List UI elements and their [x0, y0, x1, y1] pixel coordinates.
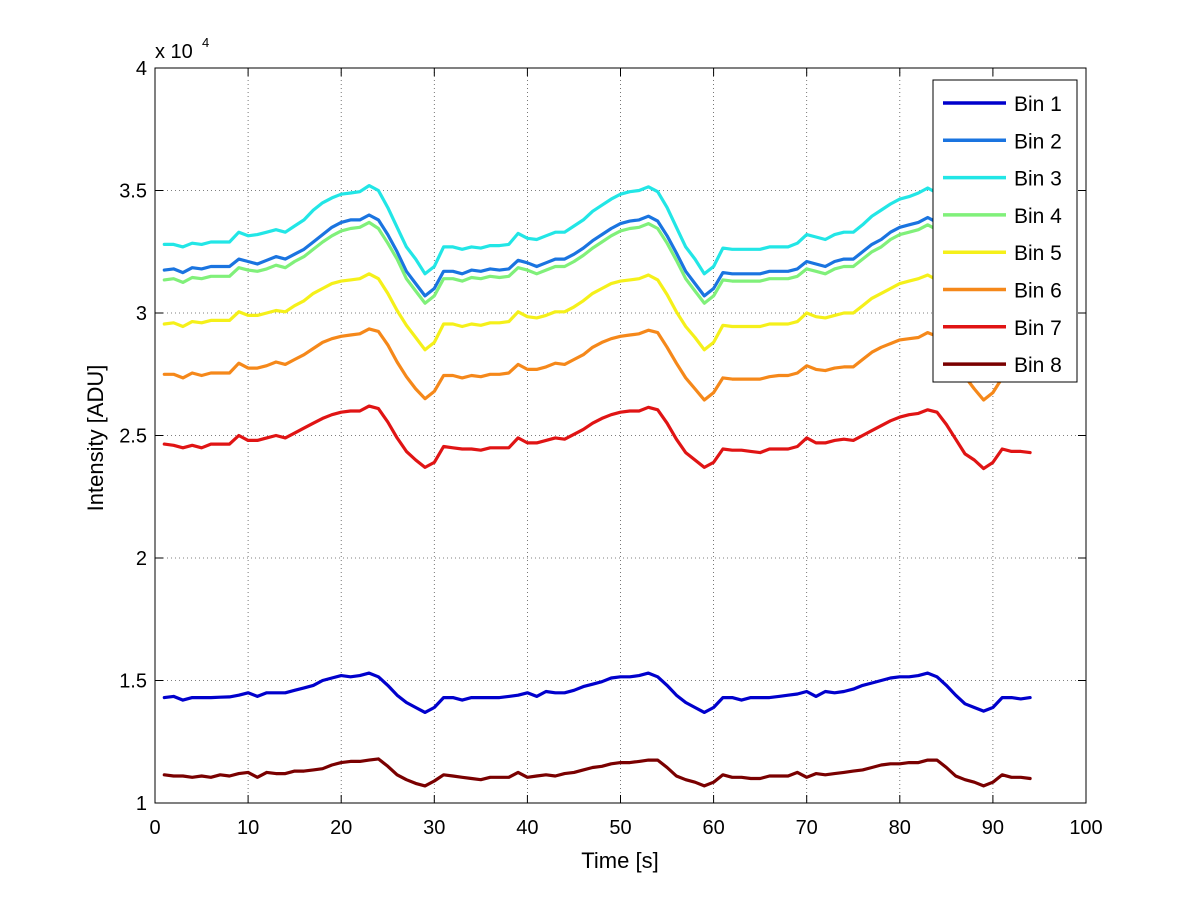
- series-line-bin-3: [162, 184, 1032, 276]
- y-tick-label: 1.5: [119, 671, 147, 693]
- series-line-bin-6: [162, 327, 1032, 402]
- legend-box: [932, 79, 1078, 383]
- y-exponent-label: x 10: [155, 41, 193, 63]
- legend-label-bin-4: Bin 4: [1014, 205, 1062, 228]
- x-tick-label: 80: [889, 817, 911, 839]
- legend-label-bin-3: Bin 3: [1014, 168, 1062, 191]
- x-tick-label: 50: [609, 817, 631, 839]
- y-tick-label: 2.5: [119, 426, 147, 448]
- series-line-bin-7: [162, 404, 1032, 471]
- y-tick-label: 2: [136, 548, 147, 570]
- legend-label-bin-2: Bin 2: [1014, 130, 1062, 153]
- y-tick-label: 3: [136, 303, 147, 325]
- x-tick-label: 100: [1069, 817, 1102, 839]
- x-tick-label: 90: [982, 817, 1004, 839]
- series-lines: [162, 184, 1032, 788]
- y-tick-label: 1: [136, 793, 147, 815]
- legend-label-bin-5: Bin 5: [1014, 242, 1062, 265]
- y-axis-label: Intensity [ADU]: [83, 365, 108, 512]
- series-line-bin-1: [162, 671, 1032, 715]
- x-tick-label: 40: [516, 817, 538, 839]
- series-line-bin-5: [162, 272, 1032, 352]
- legend-label-bin-1: Bin 1: [1014, 93, 1062, 116]
- x-tick-label: 0: [149, 817, 160, 839]
- series-line-bin-4: [162, 220, 1032, 305]
- legend-label-bin-7: Bin 7: [1014, 317, 1062, 340]
- x-axis-label: Time [s]: [581, 848, 658, 873]
- series-line-bin-2: [162, 213, 1032, 298]
- axis-ticks: [154, 67, 1087, 804]
- y-exponent-power: 4: [202, 35, 209, 50]
- y-tick-label: 4: [136, 58, 147, 80]
- plot-area: [154, 67, 1087, 804]
- legend-label-bin-8: Bin 8: [1014, 354, 1062, 377]
- x-tick-label: 70: [796, 817, 818, 839]
- x-tick-label: 10: [237, 817, 259, 839]
- x-tick-label: 20: [330, 817, 352, 839]
- x-tick-label: 30: [423, 817, 445, 839]
- y-tick-label: 3.5: [119, 181, 147, 203]
- series-line-bin-8: [162, 757, 1032, 788]
- legend: Bin 1 Bin 2 Bin 3 Bin 4 Bin 5 Bin 6 Bin 7 Bin 8: [932, 79, 1078, 383]
- x-tick-label: 60: [702, 817, 724, 839]
- grid-lines: [155, 68, 1086, 803]
- legend-label-bin-6: Bin 6: [1014, 280, 1062, 303]
